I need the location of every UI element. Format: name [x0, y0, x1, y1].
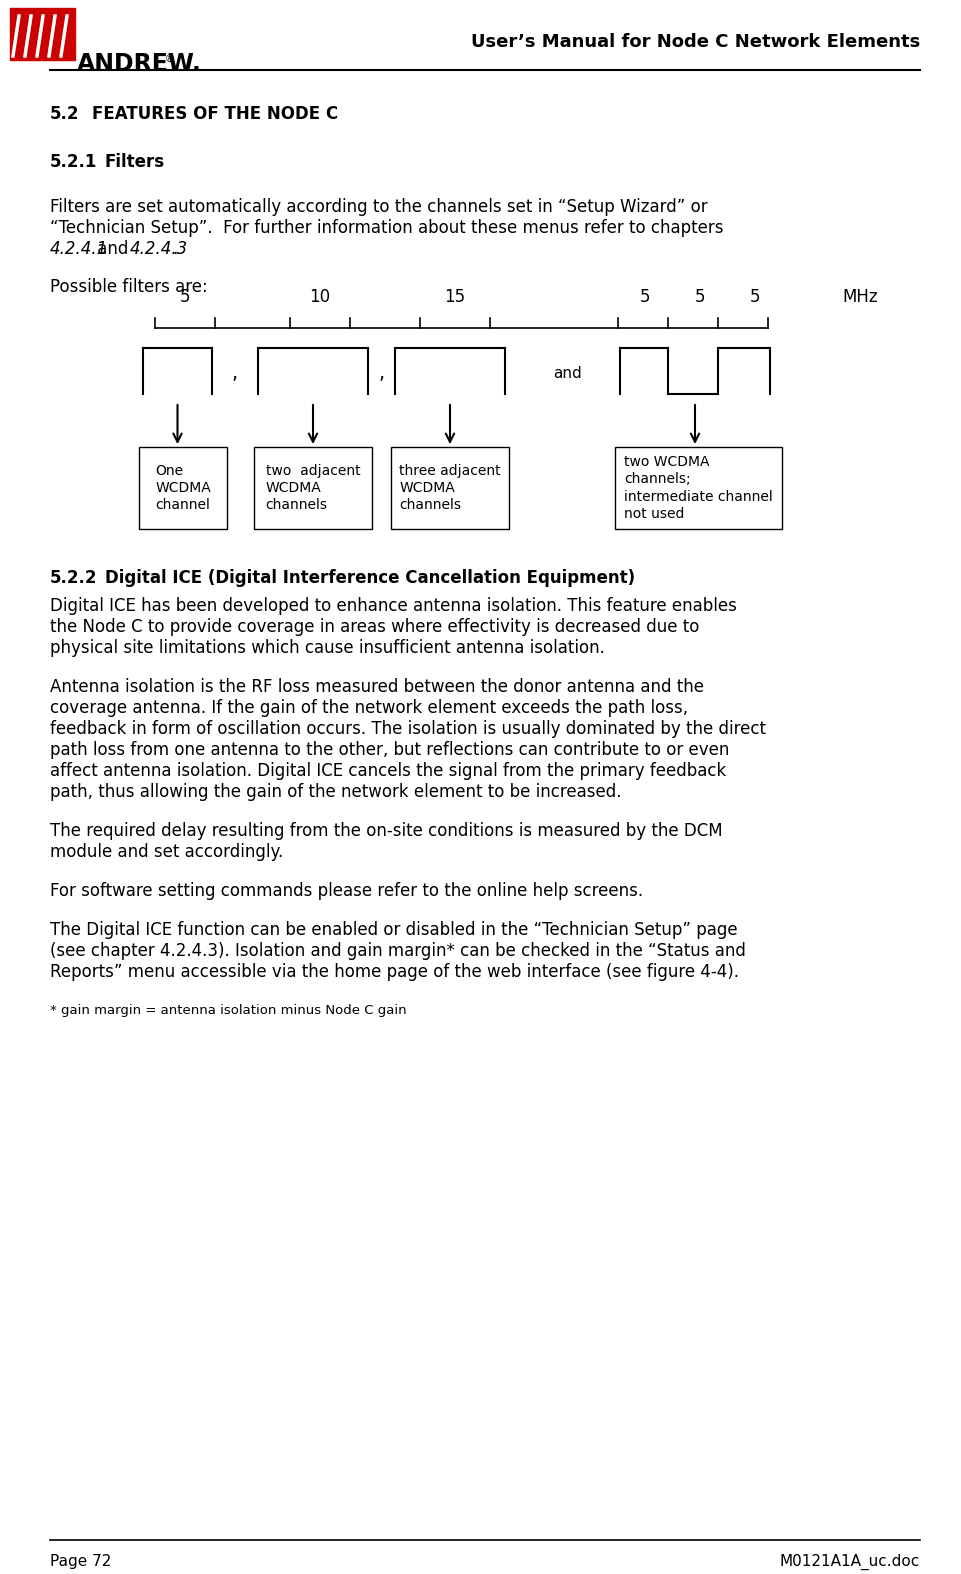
Text: and: and [92, 239, 134, 258]
Text: 15: 15 [444, 288, 465, 305]
Text: 5.2.1: 5.2.1 [50, 153, 97, 172]
Text: Digital ICE (Digital Interference Cancellation Equipment): Digital ICE (Digital Interference Cancel… [105, 568, 635, 587]
Text: 5: 5 [640, 288, 651, 305]
Text: 4.2.4.3: 4.2.4.3 [130, 239, 188, 258]
Text: ,: , [232, 364, 238, 382]
Text: physical site limitations which cause insufficient antenna isolation.: physical site limitations which cause in… [50, 639, 604, 656]
Bar [254, 447, 372, 529]
Text: and: and [554, 365, 581, 381]
Text: Antenna isolation is the RF loss measured between the donor antenna and the: Antenna isolation is the RF loss measure… [50, 678, 704, 696]
Text: Possible filters are:: Possible filters are: [50, 279, 208, 296]
Text: 5.2: 5.2 [50, 105, 80, 123]
Text: Reports” menu accessible via the home page of the web interface (see figure 4-4): Reports” menu accessible via the home pa… [50, 963, 739, 981]
Bar [10, 8, 75, 60]
Text: 10: 10 [309, 288, 331, 305]
Text: The Digital ICE function can be enabled or disabled in the “Technician Setup” pa: The Digital ICE function can be enabled … [50, 921, 738, 940]
Text: M0121A1A_uc.doc: M0121A1A_uc.doc [779, 1554, 920, 1571]
Text: (see chapter 4.2.4.3). Isolation and gain margin* can be checked in the “Status : (see chapter 4.2.4.3). Isolation and gai… [50, 941, 746, 960]
Text: User’s Manual for Node C Network Elements: User’s Manual for Node C Network Element… [471, 33, 920, 50]
Text: 5: 5 [750, 288, 760, 305]
Text: affect antenna isolation. Digital ICE cancels the signal from the primary feedba: affect antenna isolation. Digital ICE ca… [50, 762, 727, 781]
Text: The required delay resulting from the on-site conditions is measured by the DCM: The required delay resulting from the on… [50, 822, 723, 841]
Text: MHz: MHz [842, 288, 877, 305]
Text: two WCDMA
channels;
intermediate channel
not used: two WCDMA channels; intermediate channel… [624, 455, 773, 521]
Text: ,: , [379, 364, 384, 382]
Bar [139, 447, 227, 529]
Text: module and set accordingly.: module and set accordingly. [50, 844, 283, 861]
Text: path loss from one antenna to the other, but reflections can contribute to or ev: path loss from one antenna to the other,… [50, 741, 729, 759]
Text: coverage antenna. If the gain of the network element exceeds the path loss,: coverage antenna. If the gain of the net… [50, 699, 688, 718]
Text: FEATURES OF THE NODE C: FEATURES OF THE NODE C [92, 105, 338, 123]
Text: One
WCDMA
channel: One WCDMA channel [155, 464, 210, 512]
Text: “Technician Setup”.  For further information about these menus refer to chapters: “Technician Setup”. For further informat… [50, 219, 724, 238]
Text: feedback in form of oscillation occurs. The isolation is usually dominated by th: feedback in form of oscillation occurs. … [50, 719, 766, 738]
Text: three adjacent
WCDMA
channels: three adjacent WCDMA channels [399, 464, 501, 512]
Text: Page 72: Page 72 [50, 1554, 111, 1569]
Text: Digital ICE has been developed to enhance antenna isolation. This feature enable: Digital ICE has been developed to enhanc… [50, 597, 737, 615]
Text: Filters are set automatically according to the channels set in “Setup Wizard” or: Filters are set automatically according … [50, 198, 707, 216]
Bar [391, 447, 509, 529]
Text: 5: 5 [695, 288, 705, 305]
Bar [615, 447, 782, 529]
Text: ®: ® [165, 54, 175, 65]
Text: path, thus allowing the gain of the network element to be increased.: path, thus allowing the gain of the netw… [50, 782, 622, 801]
Text: ANDREW.: ANDREW. [77, 52, 202, 76]
Text: For software setting commands please refer to the online help screens.: For software setting commands please ref… [50, 881, 643, 900]
Text: .: . [172, 239, 177, 258]
Text: * gain margin = antenna isolation minus Node C gain: * gain margin = antenna isolation minus … [50, 1004, 407, 1017]
Text: 4.2.4.1: 4.2.4.1 [50, 239, 109, 258]
Text: the Node C to provide coverage in areas where effectivity is decreased due to: the Node C to provide coverage in areas … [50, 619, 700, 636]
Text: 5: 5 [180, 288, 190, 305]
Text: two  adjacent
WCDMA
channels: two adjacent WCDMA channels [265, 464, 360, 512]
Text: 5.2.2: 5.2.2 [50, 568, 97, 587]
Text: Filters: Filters [105, 153, 165, 172]
